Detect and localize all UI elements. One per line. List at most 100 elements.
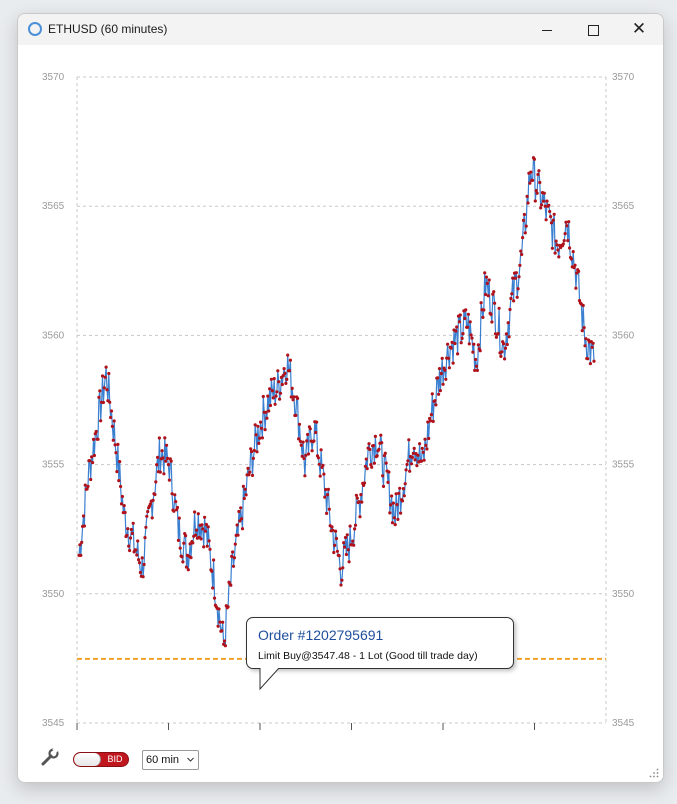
price-point [375, 454, 379, 458]
price-point [186, 568, 190, 572]
price-point [154, 480, 158, 484]
price-point [266, 394, 270, 398]
price-point [409, 462, 414, 466]
order-tooltip-pointer [259, 668, 280, 690]
price-point [470, 336, 474, 340]
price-point [229, 583, 233, 587]
price-point [258, 436, 262, 440]
price-point [369, 463, 373, 467]
y-tick-label-right: 3560 [612, 330, 635, 341]
price-point [484, 292, 488, 297]
price-point [330, 525, 334, 529]
price-point [478, 349, 482, 353]
price-point [577, 299, 582, 303]
price-point [531, 178, 535, 182]
price-point [371, 444, 376, 448]
resize-grip-icon[interactable] [649, 768, 659, 778]
price-point [557, 255, 561, 259]
price-point [568, 246, 572, 250]
price-point [493, 301, 497, 305]
timeframe-select[interactable]: 60 min [142, 750, 199, 770]
price-point [510, 292, 514, 296]
price-point [520, 252, 524, 257]
price-point [388, 511, 392, 515]
price-type-toggle[interactable]: BID [73, 752, 129, 767]
price-point [523, 231, 527, 235]
price-chart-svg[interactable]: 3545 3545 3550 3550 3555 3555 3560 3560 3565 3565… [18, 45, 663, 735]
price-point [176, 538, 180, 542]
price-point [201, 527, 205, 531]
price-point [331, 528, 335, 532]
price-point [125, 533, 129, 537]
price-point [444, 377, 448, 381]
price-point [205, 544, 209, 548]
price-point [103, 375, 107, 379]
minimize-button[interactable] [524, 14, 570, 45]
price-point [119, 484, 123, 489]
price-point [212, 596, 217, 600]
price-point [146, 510, 150, 514]
price-point [182, 541, 186, 545]
price-point [423, 437, 427, 441]
price-point [441, 382, 445, 386]
price-point [211, 586, 215, 590]
price-point [222, 639, 227, 643]
price-point [226, 605, 230, 609]
close-button[interactable]: ✕ [616, 14, 662, 45]
price-point [360, 500, 364, 504]
price-point [367, 442, 371, 446]
price-point [281, 374, 285, 378]
price-point [259, 426, 264, 430]
price-point [80, 540, 84, 544]
price-point [538, 180, 542, 185]
price-point [346, 548, 350, 552]
price-point [123, 510, 127, 515]
price-point [112, 419, 116, 423]
minimize-icon [542, 29, 552, 31]
price-point [515, 295, 519, 299]
circle-app-icon [28, 22, 42, 36]
price-point [108, 400, 112, 404]
price-point [314, 430, 318, 435]
price-point [406, 459, 410, 463]
order-tooltip[interactable]: Order #1202795691 Limit Buy@3547.48 - 1 … [246, 617, 514, 669]
price-point [193, 510, 197, 514]
price-point [238, 519, 242, 523]
price-point [348, 524, 352, 528]
price-point [413, 458, 417, 462]
price-point [232, 556, 236, 560]
maximize-button[interactable] [570, 14, 616, 45]
price-point [78, 543, 82, 547]
price-point [287, 369, 292, 373]
price-chart[interactable]: 3545 3545 3550 3550 3555 3555 3560 3560 3565 3565… [18, 45, 663, 735]
price-point [242, 496, 246, 501]
price-point [463, 316, 467, 321]
price-point [113, 443, 117, 447]
price-point [202, 545, 206, 549]
price-point [267, 409, 271, 413]
price-point [357, 500, 361, 504]
y-tick-label-left: 3565 [42, 201, 65, 212]
price-point [165, 456, 170, 460]
price-point [178, 546, 182, 550]
price-point [591, 341, 595, 345]
price-point [563, 232, 567, 236]
wrench-icon[interactable] [40, 747, 60, 767]
price-point [469, 333, 473, 337]
price-point [145, 514, 149, 518]
title-bar[interactable]: ETHUSD (60 minutes) ✕ [18, 14, 663, 45]
price-point [573, 263, 577, 267]
price-point [161, 456, 165, 460]
price-point [91, 461, 95, 465]
price-point [433, 399, 437, 403]
price-point [155, 463, 159, 467]
price-point [584, 337, 588, 341]
price-point [494, 335, 498, 339]
price-point [535, 191, 539, 195]
price-point [465, 325, 470, 329]
price-point [283, 371, 287, 375]
price-point [351, 539, 355, 543]
price-point [370, 465, 374, 469]
y-axis-ticks: 3545 3545 3550 3550 3555 3555 3560 3560 3565 3565… [42, 72, 635, 729]
price-point [282, 367, 286, 371]
